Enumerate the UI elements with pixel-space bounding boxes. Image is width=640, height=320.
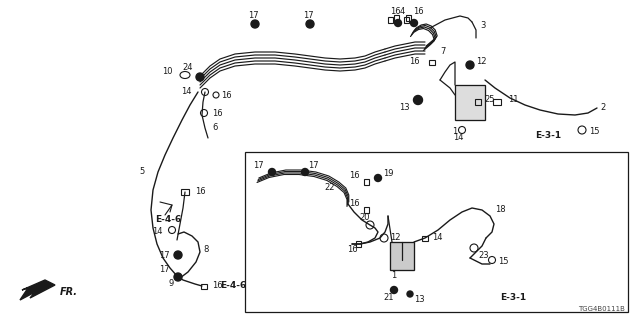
Text: 8: 8 [203, 245, 209, 254]
Text: 10: 10 [163, 68, 173, 76]
Polygon shape [390, 242, 414, 270]
Bar [406, 15, 410, 21]
Text: 12: 12 [476, 58, 486, 67]
Text: 1: 1 [452, 127, 458, 137]
Bar [493, 99, 501, 105]
Text: 17: 17 [308, 161, 319, 170]
Text: 2: 2 [600, 103, 605, 113]
Circle shape [251, 20, 259, 28]
Bar [429, 60, 435, 65]
Text: 1: 1 [392, 271, 397, 281]
Bar [455, 85, 485, 120]
Text: E-3-1: E-3-1 [535, 131, 561, 140]
Bar [245, 152, 628, 312]
Text: 17: 17 [159, 266, 170, 275]
Circle shape [413, 95, 422, 105]
Text: 9: 9 [169, 279, 174, 289]
Text: 14: 14 [152, 228, 163, 236]
Text: 6: 6 [212, 124, 218, 132]
Bar [475, 99, 481, 105]
Bar [355, 241, 360, 247]
Text: 18: 18 [495, 205, 506, 214]
Text: 16: 16 [212, 282, 223, 291]
Bar [422, 236, 428, 241]
Circle shape [374, 174, 381, 181]
Circle shape [390, 286, 397, 293]
Text: 12: 12 [390, 234, 401, 243]
Circle shape [306, 20, 314, 28]
Text: 7: 7 [440, 47, 445, 57]
Circle shape [174, 273, 182, 281]
Circle shape [196, 73, 204, 81]
Text: 16: 16 [410, 58, 420, 67]
Polygon shape [20, 280, 55, 300]
Circle shape [301, 169, 308, 175]
Text: 13: 13 [399, 103, 410, 113]
Text: FR.: FR. [60, 287, 78, 297]
Bar [394, 15, 399, 21]
Text: 17: 17 [253, 161, 264, 170]
Text: 14: 14 [452, 133, 463, 142]
Text: 23: 23 [478, 251, 488, 260]
Text: 16: 16 [390, 7, 401, 17]
Text: 16: 16 [413, 7, 424, 17]
Text: E-4-6: E-4-6 [220, 282, 246, 291]
Circle shape [466, 61, 474, 69]
Text: TGG4B0111B: TGG4B0111B [578, 306, 625, 312]
Text: 25: 25 [484, 95, 495, 105]
Bar [364, 207, 369, 213]
Text: 17: 17 [159, 251, 170, 260]
Text: 17: 17 [303, 11, 314, 20]
Text: 14: 14 [432, 234, 442, 243]
Bar [201, 284, 207, 289]
Circle shape [269, 169, 275, 175]
Bar [403, 17, 408, 23]
Text: 15: 15 [498, 258, 509, 267]
Text: 16: 16 [195, 188, 205, 196]
Text: 16: 16 [347, 245, 357, 254]
Circle shape [410, 20, 417, 27]
Text: 16: 16 [349, 171, 360, 180]
Text: 22: 22 [324, 183, 335, 193]
Text: 24: 24 [182, 63, 193, 73]
Text: 19: 19 [383, 170, 394, 179]
Text: 21: 21 [384, 293, 394, 302]
Bar [364, 179, 369, 185]
Text: 16: 16 [212, 108, 223, 117]
Text: 15: 15 [589, 127, 600, 137]
Bar [390, 242, 414, 270]
Text: 16: 16 [221, 92, 232, 100]
Bar [387, 17, 392, 23]
Text: E-4-6: E-4-6 [155, 215, 181, 225]
Text: 5: 5 [140, 167, 145, 177]
Bar [181, 189, 189, 195]
Polygon shape [455, 85, 485, 120]
Text: 4: 4 [400, 7, 405, 17]
Circle shape [394, 20, 401, 27]
Text: 20: 20 [360, 212, 371, 221]
Text: E-3-1: E-3-1 [500, 293, 526, 302]
Text: 11: 11 [508, 95, 518, 105]
Text: 3: 3 [480, 20, 485, 29]
Text: 17: 17 [248, 11, 259, 20]
Text: 14: 14 [182, 87, 192, 97]
Circle shape [174, 251, 182, 259]
Circle shape [407, 291, 413, 297]
Text: 16: 16 [349, 199, 360, 209]
Text: 13: 13 [414, 295, 424, 305]
